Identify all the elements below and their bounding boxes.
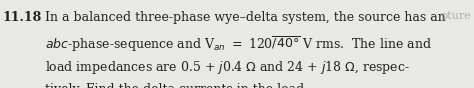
Text: 11.18: 11.18 (2, 11, 42, 24)
Text: pture: pture (441, 11, 472, 21)
Text: tively. Find the delta currents in the load.: tively. Find the delta currents in the l… (45, 83, 308, 88)
Text: $\mathit{abc}$-phase-sequence and V$_{\mathit{an}}$ $=$ 120$\overline{/40°}$ V r: $\mathit{abc}$-phase-sequence and V$_{\m… (45, 35, 432, 54)
Text: In a balanced three-phase wye–delta system, the source has an: In a balanced three-phase wye–delta syst… (45, 11, 446, 24)
Text: load impedances are 0.5 + $j$0.4 $\Omega$ and 24 + $j$18 $\Omega$, respec-: load impedances are 0.5 + $j$0.4 $\Omega… (45, 59, 410, 76)
